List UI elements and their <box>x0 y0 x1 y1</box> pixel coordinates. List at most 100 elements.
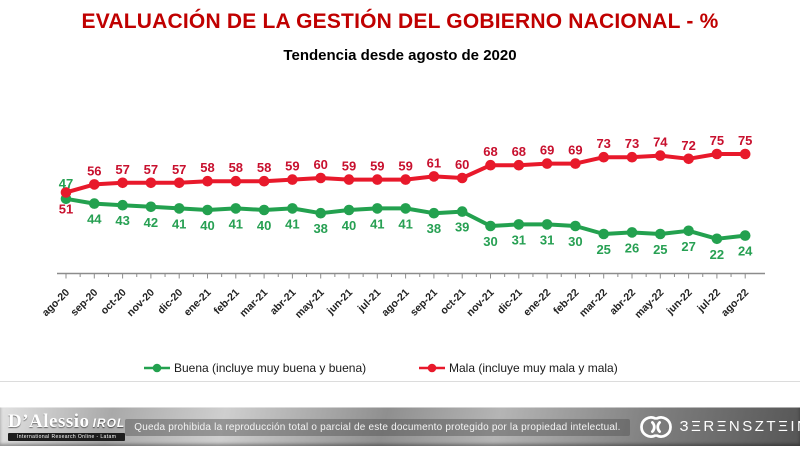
data-label: 39 <box>455 220 469 235</box>
data-point <box>626 151 638 163</box>
berensztein-logo: ЗΞRΞNSZTΞIN <box>636 414 800 440</box>
data-point <box>541 158 553 169</box>
data-point <box>258 204 270 216</box>
copyright-disclaimer-text: Queda prohibida la reproducción total o … <box>125 419 630 436</box>
data-point <box>372 174 383 185</box>
x-tick-label: may-22 <box>632 287 666 321</box>
data-label: 31 <box>540 232 554 247</box>
data-point <box>739 148 751 160</box>
berensztein-logo-text: ЗΞRΞNSZTΞIN <box>679 418 800 435</box>
footer-bar: D’Alessio IROL International Research On… <box>0 407 800 446</box>
data-label: 41 <box>172 216 186 231</box>
data-label: 75 <box>710 133 724 148</box>
x-tick-label: mar-22 <box>577 287 610 320</box>
data-point <box>626 227 638 238</box>
x-tick-label: oct-21 <box>438 287 468 317</box>
data-point <box>315 172 327 184</box>
x-tick-label: nov-20 <box>125 287 158 320</box>
data-point <box>287 203 298 214</box>
data-label: 41 <box>398 216 412 231</box>
data-point <box>202 175 213 187</box>
data-label: 41 <box>370 216 384 231</box>
data-label: 57 <box>172 162 186 177</box>
data-point <box>202 204 213 216</box>
data-label: 58 <box>229 160 243 175</box>
data-label: 43 <box>115 213 129 228</box>
x-tick-label: jun-21 <box>324 287 355 318</box>
x-tick-label: oct-20 <box>98 287 128 317</box>
data-label: 41 <box>229 216 243 231</box>
data-label: 60 <box>455 157 469 172</box>
data-label: 40 <box>200 218 214 233</box>
data-label: 25 <box>653 242 667 257</box>
data-point <box>173 177 185 189</box>
data-label: 24 <box>738 244 753 259</box>
dalessio-irol-logo: D’Alessio IROL International Research On… <box>8 412 126 441</box>
data-point <box>117 177 128 189</box>
data-point <box>598 228 609 240</box>
berensztein-arcs-icon <box>639 415 672 438</box>
data-point <box>145 201 157 213</box>
data-label: 30 <box>483 234 497 249</box>
irol-logo-text: IROL <box>92 416 126 430</box>
x-tick-label: ene-22 <box>521 287 553 319</box>
data-label: 58 <box>200 160 214 175</box>
x-tick-label: ene-21 <box>182 287 214 319</box>
data-point <box>258 175 270 187</box>
data-label: 42 <box>144 215 158 230</box>
data-point <box>683 153 694 165</box>
data-label: 57 <box>115 162 129 177</box>
data-point <box>513 159 525 171</box>
x-tick-label: nov-21 <box>464 287 497 320</box>
data-point <box>89 198 100 209</box>
data-label: 73 <box>596 136 610 151</box>
x-tick-label: ago-21 <box>379 287 412 320</box>
data-point <box>655 228 666 240</box>
data-label: 51 <box>59 201 73 216</box>
page-subtitle: Tendencia desde agosto de 2020 <box>283 47 517 64</box>
data-point <box>541 219 553 230</box>
data-point <box>89 179 100 190</box>
data-label: 68 <box>512 144 526 159</box>
data-label: 25 <box>596 242 610 257</box>
data-label: 61 <box>427 155 441 170</box>
x-tick-label: ago-22 <box>719 287 752 320</box>
data-point <box>230 175 242 187</box>
data-point <box>117 199 128 211</box>
legend-marker-mala-icon <box>419 363 445 373</box>
data-label: 40 <box>257 218 271 233</box>
data-point <box>485 159 496 171</box>
data-label: 41 <box>285 216 299 231</box>
data-point <box>400 203 411 214</box>
legend-label-buena: Buena (incluye muy buena y buena) <box>174 361 367 375</box>
data-point <box>739 230 751 241</box>
data-point <box>60 187 72 198</box>
data-point <box>711 148 723 160</box>
data-label: 22 <box>710 247 724 262</box>
data-label: 38 <box>313 221 327 236</box>
x-tick-label: sep-21 <box>408 287 440 319</box>
data-point <box>145 177 157 189</box>
data-label: 30 <box>568 234 582 249</box>
x-tick-label: mar-21 <box>237 287 270 320</box>
data-point <box>428 171 440 182</box>
data-point <box>173 203 185 214</box>
data-point <box>683 225 694 237</box>
data-label: 26 <box>625 240 639 255</box>
data-point <box>456 206 468 217</box>
data-point <box>485 220 496 232</box>
data-label: 58 <box>257 160 271 175</box>
data-point <box>513 219 525 230</box>
data-label: 38 <box>427 221 441 236</box>
data-point <box>287 174 298 185</box>
data-label: 27 <box>681 239 695 254</box>
data-point <box>315 207 327 219</box>
trend-chart: ago-20sep-20oct-20nov-20dic-20ene-21feb-… <box>40 133 765 321</box>
data-point <box>230 203 242 214</box>
data-label: 69 <box>540 143 554 158</box>
data-label: 60 <box>313 157 327 172</box>
x-tick-label: dic-21 <box>495 287 525 317</box>
data-point <box>655 150 666 161</box>
data-label: 72 <box>681 138 695 153</box>
